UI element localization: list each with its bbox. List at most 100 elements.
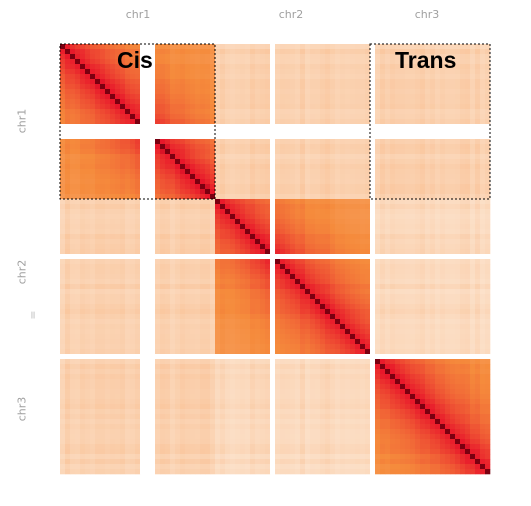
heatmap-cell [115,104,121,110]
heatmap-cell [90,104,96,110]
heatmap-cell [135,209,141,215]
heatmap-cell [135,194,141,200]
heatmap-cell [185,209,191,215]
heatmap-cell [305,234,311,240]
heatmap-cell [180,304,186,310]
heatmap-cell [365,59,371,65]
heatmap-cell [175,259,181,265]
heatmap-cell [405,79,411,85]
heatmap-cell [345,54,351,60]
heatmap-cell [205,304,211,310]
heatmap-cell [155,129,161,135]
heatmap-cell [260,169,266,175]
heatmap-cell [120,124,126,130]
heatmap-cell [355,219,361,225]
heatmap-cell [340,54,346,60]
heatmap-cell [155,274,161,280]
heatmap-cell [195,169,201,175]
heatmap-cell [485,49,491,55]
heatmap-cell [220,134,226,140]
heatmap-cell [450,314,456,320]
heatmap-cell [115,99,121,105]
heatmap-cell [75,269,81,275]
heatmap-cell [450,74,456,80]
heatmap-cell [415,209,421,215]
heatmap-cell [455,149,461,155]
heatmap-cell [450,304,456,310]
heatmap-cell [465,234,471,240]
heatmap-cell [105,74,111,80]
heatmap-cell [155,324,161,330]
heatmap-cell [415,129,421,135]
heatmap-cell [270,59,276,65]
heatmap-cell [60,49,66,55]
heatmap-cell [255,314,261,320]
heatmap-cell [215,69,221,75]
heatmap-cell [365,304,371,310]
heatmap-cell [85,314,91,320]
heatmap-cell [315,269,321,275]
heatmap-cell [90,239,96,245]
heatmap-cell [250,269,256,275]
heatmap-cell [225,244,231,250]
heatmap-cell [345,199,351,205]
heatmap-cell [280,144,286,150]
heatmap-cell [105,124,111,130]
heatmap-cell [100,329,106,335]
heatmap-cell [255,89,261,95]
heatmap-cell [220,219,226,225]
heatmap-cell [90,149,96,155]
heatmap-cell [400,264,406,270]
heatmap-cell [380,314,386,320]
heatmap-cell [325,139,331,145]
heatmap-cell [255,289,261,295]
heatmap-cell [175,79,181,85]
heatmap-cell [315,94,321,100]
heatmap-cell [370,54,376,60]
heatmap-cell [380,184,386,190]
heatmap-cell [270,139,276,145]
heatmap-cell [475,109,481,115]
heatmap-cell [265,89,271,95]
heatmap-cell [345,119,351,125]
heatmap-cell [395,104,401,110]
heatmap-cell [145,49,151,55]
heatmap-cell [65,169,71,175]
heatmap-cell [165,134,171,140]
heatmap-cell [150,164,156,170]
heatmap-cell [265,289,271,295]
heatmap-cell [385,189,391,195]
heatmap-cell [230,229,236,235]
heatmap-cell [325,79,331,85]
heatmap-cell [410,74,416,80]
heatmap-cell [325,199,331,205]
heatmap-cell [170,54,176,60]
heatmap-cell [385,309,391,315]
heatmap-cell [355,124,361,130]
heatmap-cell [95,309,101,315]
heatmap-cell [215,74,221,80]
heatmap-cell [465,299,471,305]
heatmap-cell [445,284,451,290]
heatmap-cell [205,159,211,165]
heatmap-cell [135,114,141,120]
heatmap-cell [415,104,421,110]
heatmap-cell [120,139,126,145]
heatmap-cell [175,84,181,90]
heatmap-cell [395,74,401,80]
heatmap-cell [475,229,481,235]
heatmap-cell [360,149,366,155]
heatmap-cell [335,289,341,295]
heatmap-cell [355,244,361,250]
heatmap-cell [105,144,111,150]
heatmap-cell [265,64,271,70]
heatmap-cell [75,184,81,190]
heatmap-cell [360,44,366,50]
heatmap-cell [110,274,116,280]
heatmap-cell [205,279,211,285]
heatmap-cell [315,199,321,205]
heatmap-cell [440,209,446,215]
heatmap-cell [425,119,431,125]
heatmap-cell [325,269,331,275]
heatmap-cell [300,264,306,270]
